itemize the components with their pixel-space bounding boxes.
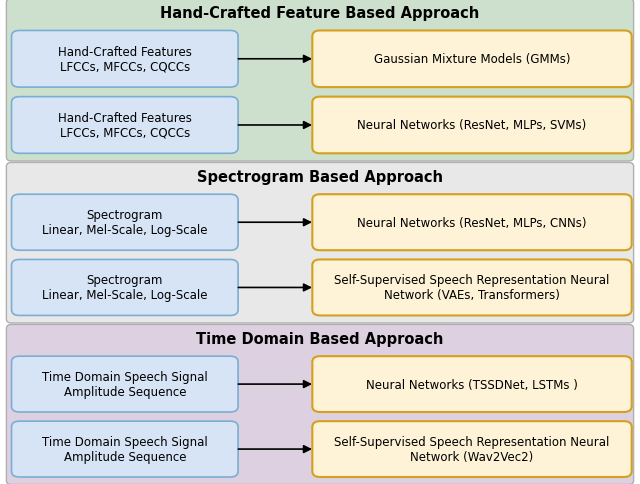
Text: Hand-Crafted Features
LFCCs, MFCCs, CQCCs: Hand-Crafted Features LFCCs, MFCCs, CQCC…	[58, 45, 192, 74]
Text: Spectrogram Based Approach: Spectrogram Based Approach	[197, 170, 443, 184]
Text: Spectrogram
Linear, Mel-Scale, Log-Scale: Spectrogram Linear, Mel-Scale, Log-Scale	[42, 274, 207, 302]
FancyBboxPatch shape	[312, 31, 632, 88]
FancyBboxPatch shape	[6, 163, 634, 323]
Text: Spectrogram
Linear, Mel-Scale, Log-Scale: Spectrogram Linear, Mel-Scale, Log-Scale	[42, 209, 207, 237]
Text: Hand-Crafted Features
LFCCs, MFCCs, CQCCs: Hand-Crafted Features LFCCs, MFCCs, CQCC…	[58, 112, 192, 140]
FancyBboxPatch shape	[12, 97, 238, 154]
FancyBboxPatch shape	[6, 0, 634, 162]
FancyBboxPatch shape	[312, 97, 632, 154]
FancyBboxPatch shape	[312, 195, 632, 251]
FancyBboxPatch shape	[6, 325, 634, 484]
FancyBboxPatch shape	[12, 421, 238, 477]
FancyBboxPatch shape	[12, 260, 238, 316]
FancyBboxPatch shape	[312, 421, 632, 477]
FancyBboxPatch shape	[12, 356, 238, 412]
Text: Neural Networks (ResNet, MLPs, CNNs): Neural Networks (ResNet, MLPs, CNNs)	[357, 216, 587, 229]
Text: Neural Networks (ResNet, MLPs, SVMs): Neural Networks (ResNet, MLPs, SVMs)	[357, 119, 587, 132]
Text: Self-Supervised Speech Representation Neural
Network (VAEs, Transformers): Self-Supervised Speech Representation Ne…	[334, 274, 610, 302]
Text: Time Domain Speech Signal
Amplitude Sequence: Time Domain Speech Signal Amplitude Sequ…	[42, 435, 207, 463]
Text: Neural Networks (TSSDNet, LSTMs ): Neural Networks (TSSDNet, LSTMs )	[366, 378, 578, 391]
Text: Hand-Crafted Feature Based Approach: Hand-Crafted Feature Based Approach	[161, 6, 479, 21]
Text: Time Domain Based Approach: Time Domain Based Approach	[196, 332, 444, 346]
FancyBboxPatch shape	[12, 195, 238, 251]
FancyBboxPatch shape	[312, 260, 632, 316]
FancyBboxPatch shape	[312, 356, 632, 412]
Text: Gaussian Mixture Models (GMMs): Gaussian Mixture Models (GMMs)	[374, 53, 570, 66]
FancyBboxPatch shape	[12, 31, 238, 88]
Text: Time Domain Speech Signal
Amplitude Sequence: Time Domain Speech Signal Amplitude Sequ…	[42, 370, 207, 398]
Text: Self-Supervised Speech Representation Neural
Network (Wav2Vec2): Self-Supervised Speech Representation Ne…	[334, 435, 610, 463]
